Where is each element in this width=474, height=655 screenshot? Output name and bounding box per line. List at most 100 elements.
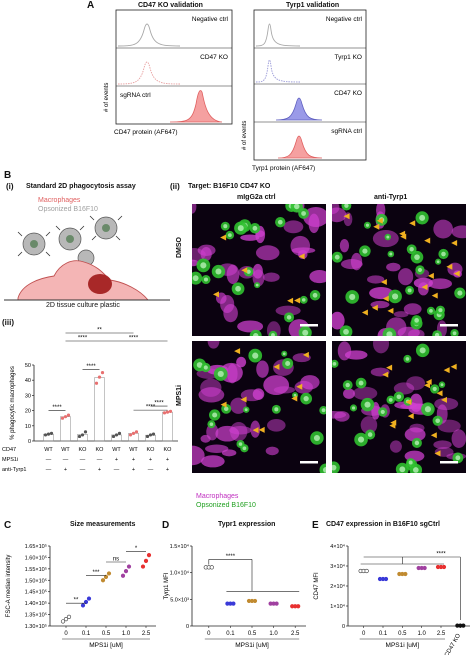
arrowhead-marker xyxy=(450,363,457,370)
significance-label: **** xyxy=(86,364,96,370)
tyrp1-row-negative: Negative ctrl xyxy=(326,16,363,23)
tumor-cell-core xyxy=(203,365,208,370)
arrowhead-marker xyxy=(434,450,441,457)
macrophage-cell xyxy=(343,388,355,399)
tumor-cell-core xyxy=(332,464,337,471)
arrowhead-marker xyxy=(252,427,259,434)
tumor-cell-core xyxy=(274,407,279,412)
tumor-cell-core xyxy=(455,455,461,461)
bar xyxy=(94,377,105,442)
arrowhead-marker xyxy=(386,364,393,371)
tumor-cell-core xyxy=(351,406,356,410)
tumor-cell-core xyxy=(282,352,286,356)
tumor-cell-core xyxy=(405,357,410,361)
macrophage-nucleus xyxy=(88,274,112,294)
row-label: CD47 xyxy=(2,447,16,453)
tumor-cell-core xyxy=(196,362,203,368)
y-tick-label: 0 xyxy=(186,624,189,630)
micrograph-mps1i-tyrp1 xyxy=(332,341,466,473)
arrowhead-marker xyxy=(387,307,394,314)
group-tyrp1-label: — xyxy=(80,467,86,473)
arrowhead-marker xyxy=(373,223,380,230)
tumor-cell-core xyxy=(242,446,247,451)
data-point xyxy=(162,411,167,415)
group-mps1i-label: + xyxy=(166,457,169,463)
tumor-cell-core xyxy=(345,382,350,388)
histogram-cd47-ko xyxy=(117,61,181,85)
data-point xyxy=(128,433,133,437)
tumor-cell-core xyxy=(301,298,306,302)
data-point xyxy=(117,431,122,435)
y-tick-label: 1.45×10⁵ xyxy=(25,589,47,596)
tumor-cell-core xyxy=(362,248,368,254)
panel-e-title: CD47 expression in B16F10 sgCtrl xyxy=(326,521,440,528)
group-tyrp1-label: + xyxy=(64,467,67,473)
arrowhead-marker xyxy=(371,304,378,311)
tumor-cell-core xyxy=(271,333,275,336)
y-tick-label: 1.35×10⁵ xyxy=(25,612,47,619)
tumor-cell-core xyxy=(255,283,259,287)
macrophage-cell xyxy=(200,455,225,468)
micrograph-dmso-tyrp1 xyxy=(332,204,466,336)
arrowhead-marker xyxy=(427,272,434,279)
y-tick-label: 0 xyxy=(342,624,345,630)
chart-ylabel: FSC-A median intensity xyxy=(6,555,12,618)
data-point xyxy=(296,604,301,609)
chart-ylabel: Tyrp1 MFI xyxy=(164,572,170,599)
group-mps1i-label: + xyxy=(149,457,152,463)
arrowhead-marker xyxy=(443,367,450,374)
tumor-cell-core xyxy=(407,288,412,293)
panel-a-label: A xyxy=(87,0,95,11)
macrophage-cell xyxy=(389,440,402,453)
tumor-cell-core xyxy=(235,285,241,292)
macrophage-cell xyxy=(309,270,326,284)
arrowhead-marker xyxy=(273,363,280,370)
macrophage-cell xyxy=(308,213,320,234)
y-tick-label: 1.60×10⁵ xyxy=(25,554,47,561)
x-tick-label: 0.1 xyxy=(226,631,235,637)
macrophage xyxy=(17,260,149,301)
significance-label: ns xyxy=(113,557,119,563)
y-tick-label: 1.50×10⁵ xyxy=(25,577,47,584)
arrowhead-marker xyxy=(425,379,432,386)
macrophage-cell xyxy=(283,220,304,234)
cd47-validation-title: CD47 KO validation xyxy=(138,2,203,9)
arrowhead-marker xyxy=(291,395,298,402)
data-point xyxy=(77,434,82,439)
tyrp1-row-cd47ko: CD47 KO xyxy=(334,90,362,97)
arrowhead-marker xyxy=(382,295,389,302)
data-point xyxy=(422,565,427,571)
tumor-cell-1 xyxy=(22,232,46,256)
tumor-cell-core xyxy=(380,409,385,415)
tumor-cell-core xyxy=(313,435,320,442)
y-tick-label: 1.55×10⁵ xyxy=(25,566,47,573)
panel-b-label: B xyxy=(4,170,12,181)
data-point xyxy=(100,371,105,375)
group-mps1i-label: — xyxy=(46,457,52,463)
y-tick-label: 1.0×10⁴ xyxy=(170,570,190,577)
tumor-cell-core xyxy=(424,406,431,413)
biii-ylabel: % phagocytic macrophages xyxy=(10,366,16,440)
arrowhead-marker xyxy=(220,234,227,241)
significance-label: **** xyxy=(129,336,139,342)
y-tick-label: 0 xyxy=(28,439,31,445)
tumor-cell-core xyxy=(419,347,426,354)
tumor-cell-core xyxy=(396,394,402,400)
row-label: anti-Tyrp1 xyxy=(2,467,26,473)
data-point xyxy=(231,601,236,606)
tumor-cell-core xyxy=(238,442,243,446)
macrophage-cell xyxy=(207,341,220,349)
tumor-cell-core xyxy=(332,362,337,366)
group-tyrp1-label: + xyxy=(132,467,135,473)
group-cd47-label: KO xyxy=(164,447,173,453)
significance-label: **** xyxy=(78,336,88,342)
arrowhead-marker xyxy=(380,279,387,286)
y-tick-label: 1.30×10⁵ xyxy=(25,623,47,630)
data-point xyxy=(106,571,112,576)
macrophage-cell xyxy=(340,259,363,270)
tumor-cell-core xyxy=(409,247,414,252)
tumor-cell-core xyxy=(344,204,349,208)
y-tick-label: 5.0×10³ xyxy=(170,597,189,603)
arrowhead-marker xyxy=(258,426,265,433)
tumor-cell-core xyxy=(209,422,214,426)
